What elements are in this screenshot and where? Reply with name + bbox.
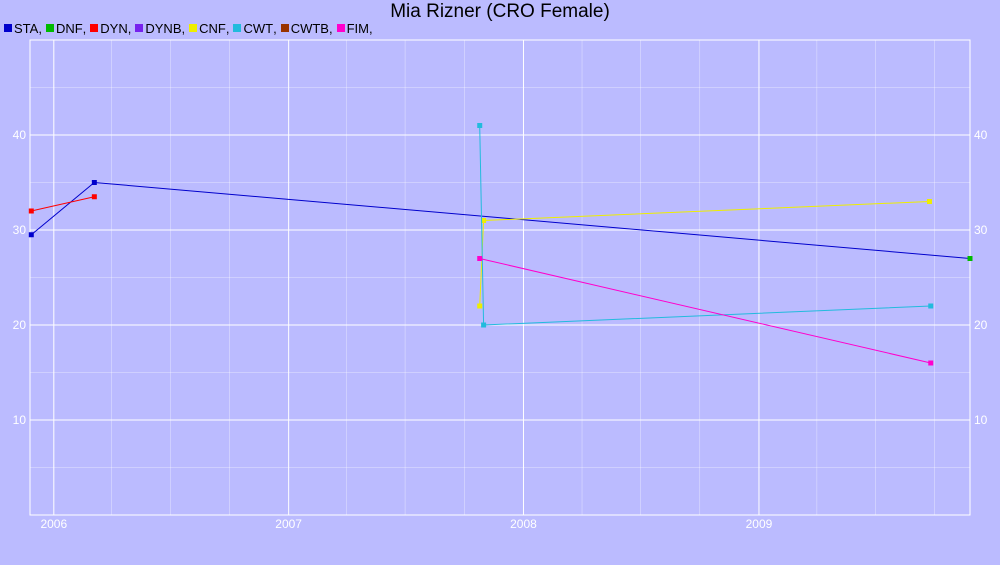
legend-item-dnf: DNF, (45, 20, 86, 36)
legend: STA, DNF, DYN, DYNB, CNF, CWT, CWTB, FIM, (4, 20, 377, 36)
legend-swatch (233, 24, 242, 32)
data-point-cnf (926, 199, 932, 204)
data-point-cwt (477, 123, 483, 128)
data-point-dnf (967, 256, 973, 261)
chart-title: Mia Rizner (CRO Female) (390, 1, 610, 22)
series-line-dyn (31, 196, 95, 212)
legend-label: CWT (243, 20, 274, 36)
legend-label: STA (14, 20, 39, 36)
y-tick-label-right: 30 (974, 223, 988, 237)
data-point-dyn (91, 194, 97, 200)
data-point-fim (477, 256, 483, 261)
x-tick-label: 2008 (510, 517, 537, 531)
x-tick-label: 2006 (40, 517, 67, 531)
y-tick-label-left: 20 (13, 318, 27, 332)
series-line-cnf (479, 201, 930, 307)
legend-swatch (4, 24, 12, 32)
y-tick-label-left: 40 (13, 128, 27, 142)
x-tick-label: 2009 (746, 517, 773, 531)
y-tick-label-right: 10 (974, 413, 988, 427)
series-line-cwt (479, 125, 931, 326)
legend-item-cwt: CWT, (233, 20, 277, 36)
data-point-dyn (28, 208, 34, 214)
legend-item-cwtb: CWTB, (280, 20, 333, 36)
data-point-cwt (481, 322, 487, 328)
y-tick-label-right: 40 (974, 128, 988, 142)
y-tick-label-right: 20 (974, 318, 988, 332)
legend-item-dynb: DYNB, (135, 21, 185, 36)
data-point-sta (28, 232, 34, 238)
data-point-cnf (481, 218, 487, 223)
data-point-cnf (477, 303, 483, 309)
legend-swatch (336, 24, 345, 32)
legend-item-cnf: CNF, (189, 21, 229, 36)
legend-item-dyn: DYN, (90, 21, 131, 36)
data-point-sta (91, 180, 97, 185)
legend-swatch (45, 24, 54, 32)
legend-item-sta: STA, (4, 21, 42, 36)
y-tick-label-left: 10 (13, 413, 27, 427)
legend-label: DNF (55, 20, 83, 36)
legend-label: CWTB (290, 20, 329, 36)
series-line-sta (30, 181, 971, 259)
series-line-fim (479, 258, 931, 364)
y-tick-label-left: 30 (13, 223, 27, 237)
x-tick-label: 2007 (275, 517, 302, 531)
legend-swatch (189, 24, 198, 32)
data-point-cwt (928, 303, 934, 309)
legend-label: FIM (346, 20, 369, 36)
legend-swatch (135, 24, 144, 32)
legend-swatch (90, 24, 99, 32)
data-point-fim (928, 360, 934, 366)
legend-label: DYNB (145, 20, 182, 36)
legend-label: DYN (100, 20, 128, 36)
legend-swatch (280, 24, 289, 32)
legend-label: CNF (199, 20, 226, 36)
legend-item-fim: FIM, (336, 20, 373, 36)
